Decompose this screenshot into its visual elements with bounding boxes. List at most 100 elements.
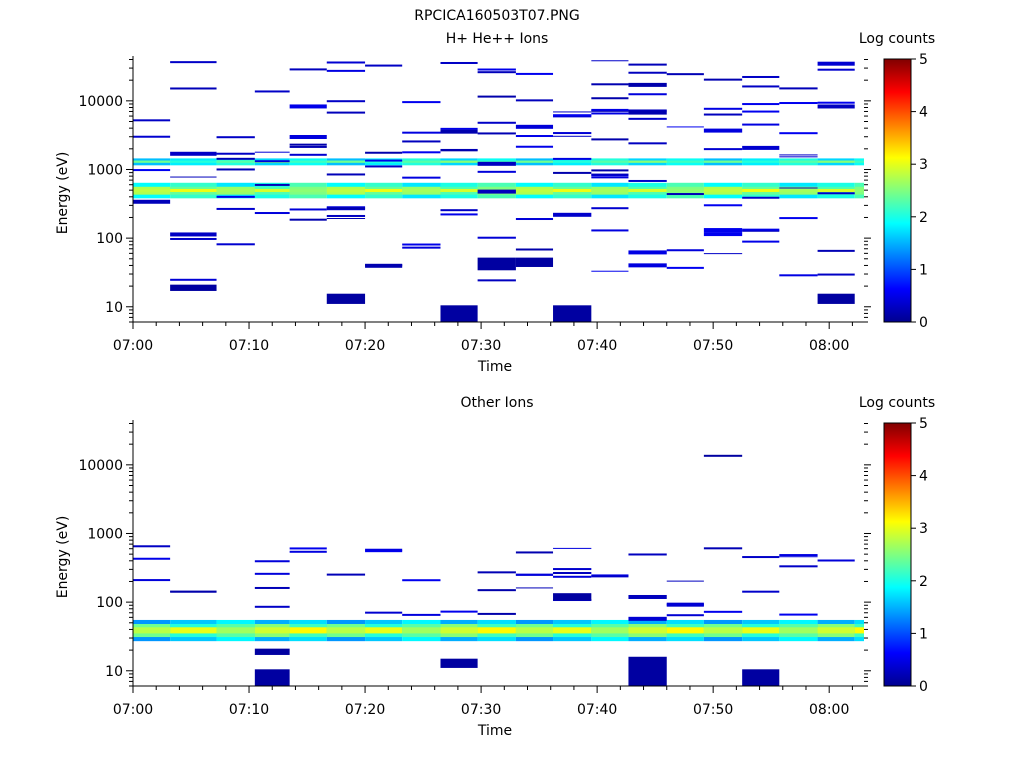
heatmap-sparse-cell — [326, 218, 366, 220]
heatmap-band-cell — [591, 188, 629, 192]
x-tick-label: 08:00 — [809, 702, 849, 718]
heatmap-sparse-cell — [515, 145, 554, 148]
heatmap-sparse-cell — [402, 579, 441, 582]
heatmap-sparse-cell — [779, 102, 818, 105]
panel-1-title: H+ He++ Ions — [446, 31, 549, 47]
heatmap-sparse-cell — [216, 207, 255, 210]
panel-1-colorbar-gradient — [883, 58, 912, 323]
heatmap-sparse-cell — [326, 206, 366, 209]
heatmap-sparse-cell — [477, 71, 516, 74]
heatmap-block-cell — [254, 648, 290, 655]
heatmap-block-cell — [553, 593, 592, 601]
heatmap-sparse-cell — [553, 572, 592, 575]
heatmap-band-cell — [553, 188, 592, 192]
heatmap-sparse-cell — [365, 159, 403, 162]
heatmap-sparse-cell — [477, 132, 516, 135]
heatmap-sparse-cell — [365, 151, 403, 154]
heatmap-sparse-cell — [170, 176, 217, 178]
heatmap-sparse-cell — [817, 101, 855, 104]
heatmap-band-cell — [742, 188, 780, 192]
x-tick-label: 07:20 — [345, 702, 385, 718]
heatmap-sparse-cell — [742, 229, 780, 232]
heatmap-sparse-cell — [591, 575, 629, 578]
colorbar-tick-label: 3 — [919, 157, 928, 173]
heatmap-sparse-cell — [703, 228, 743, 233]
heatmap-block-cell — [477, 257, 516, 271]
heatmap-sparse-cell — [254, 560, 290, 563]
heatmap-band-cell — [854, 627, 864, 634]
heatmap-sparse-cell — [326, 173, 366, 176]
heatmap-sparse-cell — [742, 110, 780, 113]
heatmap-sparse-cell — [440, 213, 478, 216]
heatmap-sparse-cell — [402, 151, 441, 154]
heatmap-band-cell — [854, 188, 864, 192]
heatmap-band-cell — [170, 627, 217, 634]
heatmap-sparse-cell — [254, 212, 290, 215]
heatmap-block-cell — [326, 293, 366, 304]
colorbar-tick-label: 2 — [919, 210, 928, 226]
heatmap-block-cell — [440, 658, 478, 668]
heatmap-band-cell — [817, 188, 855, 192]
heatmap-sparse-cell — [365, 263, 403, 268]
heatmap-sparse-cell — [477, 279, 516, 282]
heatmap-sparse-cell — [289, 208, 327, 211]
heatmap-band-cell — [628, 627, 667, 634]
heatmap-sparse-cell — [742, 145, 780, 150]
x-tick-label: 07:50 — [693, 338, 733, 354]
heatmap-sparse-cell — [477, 68, 516, 71]
heatmap-sparse-cell — [703, 128, 743, 133]
heatmap-sparse-cell — [216, 152, 255, 155]
heatmap-sparse-cell — [703, 610, 743, 613]
heatmap-sparse-cell — [254, 151, 290, 153]
heatmap-sparse-cell — [742, 196, 780, 199]
heatmap-sparse-cell — [666, 73, 704, 76]
heatmap-sparse-cell — [402, 176, 441, 179]
heatmap-sparse-cell — [553, 575, 592, 578]
heatmap-sparse-cell — [515, 72, 554, 75]
heatmap-sparse-cell — [440, 129, 478, 134]
heatmap-band-cell — [742, 160, 780, 163]
heatmap-sparse-cell — [591, 138, 629, 141]
heatmap-sparse-cell — [591, 169, 629, 172]
heatmap-sparse-cell — [703, 454, 743, 457]
heatmap-sparse-cell — [326, 61, 366, 64]
x-tick-label: 07:00 — [113, 702, 153, 718]
heatmap-sparse-cell — [817, 192, 855, 195]
heatmap-band-cell — [440, 627, 478, 634]
heatmap-band-cell — [365, 160, 403, 163]
heatmap-sparse-cell — [628, 263, 667, 268]
heatmap-sparse-cell — [553, 568, 592, 571]
x-tick-label: 07:30 — [461, 702, 501, 718]
heatmap-band-cell — [133, 160, 171, 163]
y-tick-label: 10000 — [78, 458, 123, 474]
heatmap-sparse-cell — [402, 131, 441, 134]
x-tick-label: 07:30 — [461, 338, 501, 354]
y-tick-label: 1000 — [87, 162, 123, 178]
heatmap-band-cell — [254, 627, 290, 634]
heatmap-sparse-cell — [742, 103, 780, 106]
heatmap-sparse-cell — [591, 173, 629, 176]
heatmap-sparse-cell — [365, 548, 403, 551]
heatmap-sparse-cell — [477, 170, 516, 173]
heatmap-sparse-cell — [553, 111, 592, 113]
heatmap-sparse-cell — [170, 87, 217, 90]
heatmap-sparse-cell — [440, 127, 478, 130]
heatmap-sparse-cell — [591, 83, 629, 86]
heatmap-sparse-cell — [779, 217, 818, 220]
heatmap-sparse-cell — [133, 135, 171, 138]
heatmap-sparse-cell — [628, 179, 667, 182]
heatmap-sparse-cell — [170, 151, 217, 156]
heatmap-sparse-cell — [365, 550, 403, 553]
heatmap-band-cell — [666, 188, 704, 192]
heatmap-sparse-cell — [703, 148, 743, 151]
heatmap-band-cell — [326, 188, 366, 192]
heatmap-band-cell — [440, 188, 478, 192]
heatmap-sparse-cell — [477, 161, 516, 166]
x-tick-label: 07:00 — [113, 338, 153, 354]
heatmap-sparse-cell — [742, 123, 780, 126]
panel-1-xlabel: Time — [477, 359, 512, 375]
heatmap-sparse-cell — [365, 611, 403, 614]
y-tick-label: 10 — [105, 300, 123, 316]
panel-2-colorbar-ticks: 0 1 2 3 4 5 — [911, 416, 928, 695]
